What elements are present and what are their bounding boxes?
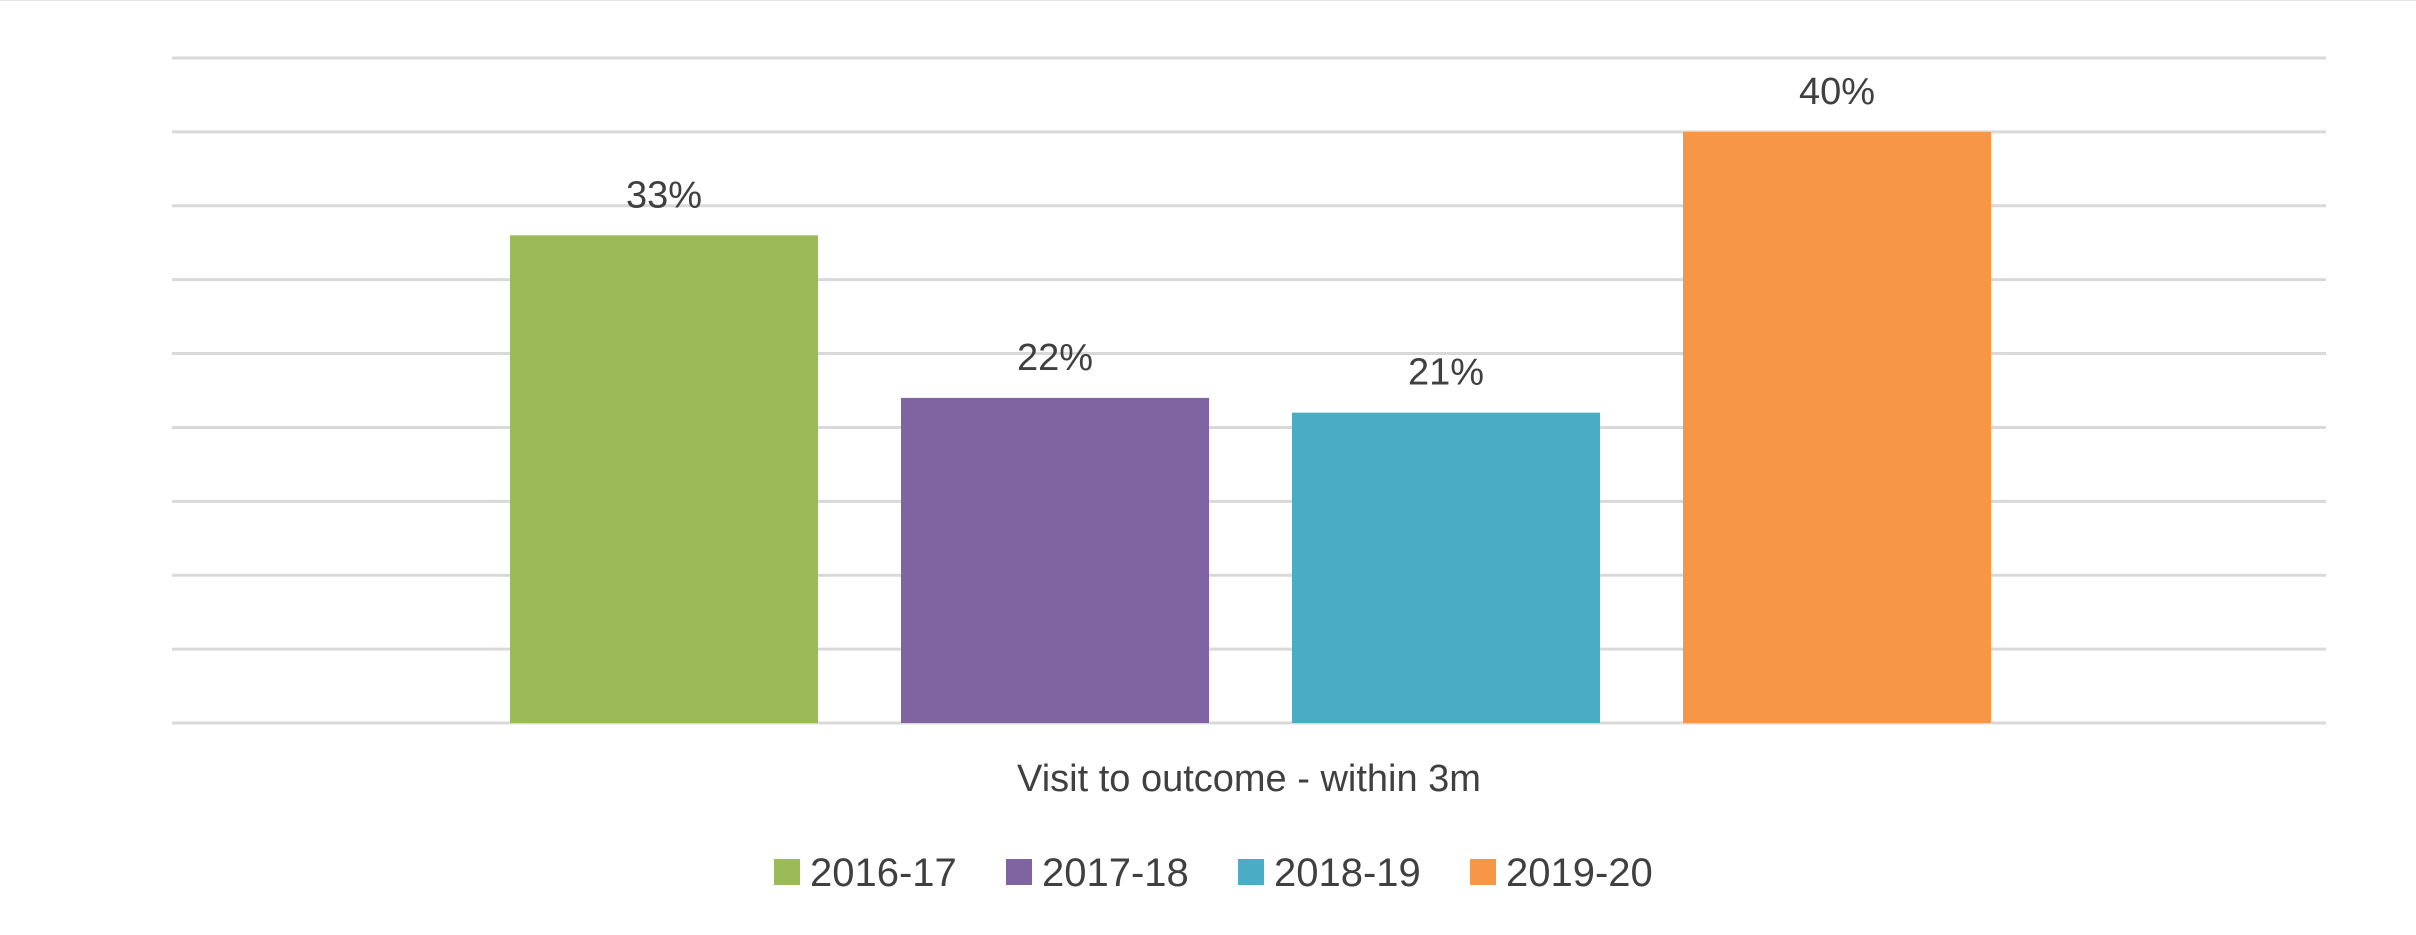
bars <box>510 131 1991 724</box>
data-label-2017-18: 22% <box>1017 337 1093 379</box>
legend-swatch <box>1470 859 1496 885</box>
legend-swatch <box>1006 859 1032 885</box>
legend-swatch <box>1238 859 1264 885</box>
bar-2018-19 <box>1292 412 1600 723</box>
data-label-2019-20: 40% <box>1799 71 1875 113</box>
legend: 2016-17 2017-18 2018-19 2019-20 <box>774 851 1653 895</box>
gridlines <box>172 56 2326 725</box>
legend-item-2019-20: 2019-20 <box>1470 851 1653 895</box>
legend-item-2018-19: 2018-19 <box>1238 851 1421 895</box>
legend-item-2016-17: 2016-17 <box>774 851 957 895</box>
data-label-2016-17: 33% <box>626 174 702 216</box>
legend-item-2017-18: 2017-18 <box>1006 851 1189 895</box>
category-label: Visit to outcome - within 3m <box>1017 758 1481 800</box>
bar-2016-17 <box>510 235 818 724</box>
legend-label: 2018-19 <box>1274 851 1421 895</box>
legend-swatch <box>774 859 800 885</box>
legend-label: 2016-17 <box>810 851 957 895</box>
bar-2019-20 <box>1683 131 1991 723</box>
data-labels: 33% 22% 21% 40% <box>626 71 1875 394</box>
legend-label: 2017-18 <box>1042 851 1189 895</box>
bar-2017-18 <box>901 397 1209 723</box>
legend-label: 2019-20 <box>1506 851 1653 895</box>
data-label-2018-19: 21% <box>1408 352 1484 394</box>
